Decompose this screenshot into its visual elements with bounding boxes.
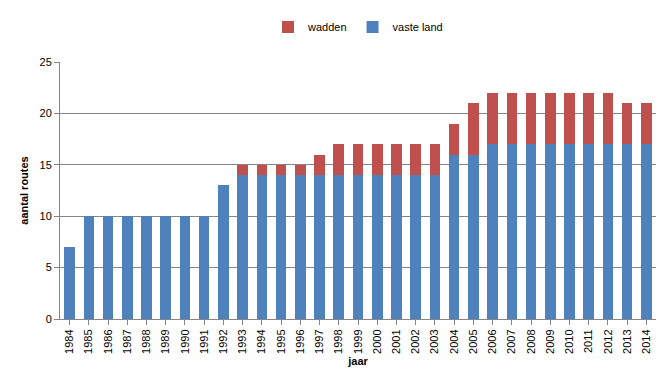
- svg-text:jaar: jaar: [347, 355, 368, 367]
- svg-text:5: 5: [46, 261, 52, 273]
- svg-text:0: 0: [46, 313, 52, 325]
- svg-text:2004: 2004: [448, 329, 460, 353]
- svg-text:aantal routes: aantal routes: [18, 156, 30, 224]
- svg-text:2009: 2009: [544, 329, 556, 353]
- svg-text:1996: 1996: [294, 329, 306, 353]
- svg-text:2000: 2000: [371, 329, 383, 353]
- svg-text:1997: 1997: [313, 329, 325, 353]
- svg-text:1995: 1995: [275, 329, 287, 353]
- svg-text:25: 25: [40, 56, 52, 68]
- svg-text:vaste land: vaste land: [393, 21, 443, 33]
- svg-text:2003: 2003: [428, 329, 440, 353]
- svg-text:2007: 2007: [505, 329, 517, 353]
- svg-text:2014: 2014: [640, 329, 652, 353]
- svg-text:2011: 2011: [582, 329, 594, 353]
- svg-text:10: 10: [40, 210, 52, 222]
- svg-text:20: 20: [40, 107, 52, 119]
- svg-text:1993: 1993: [236, 329, 248, 353]
- svg-text:15: 15: [40, 159, 52, 171]
- svg-text:1986: 1986: [102, 329, 114, 353]
- svg-text:1991: 1991: [198, 329, 210, 353]
- svg-text:1985: 1985: [82, 329, 94, 353]
- svg-text:2005: 2005: [467, 329, 479, 353]
- svg-text:2012: 2012: [602, 329, 614, 353]
- svg-text:2002: 2002: [409, 329, 421, 353]
- svg-text:1999: 1999: [352, 329, 364, 353]
- svg-text:1987: 1987: [121, 329, 133, 353]
- svg-text:2001: 2001: [390, 329, 402, 353]
- svg-text:1994: 1994: [255, 329, 267, 353]
- svg-text:2010: 2010: [563, 329, 575, 353]
- svg-text:2008: 2008: [525, 329, 537, 353]
- svg-text:wadden: wadden: [307, 21, 347, 33]
- svg-text:2006: 2006: [486, 329, 498, 353]
- svg-text:1990: 1990: [179, 329, 191, 353]
- svg-text:2013: 2013: [621, 329, 633, 353]
- svg-text:1989: 1989: [159, 329, 171, 353]
- svg-text:1998: 1998: [332, 329, 344, 353]
- svg-text:1988: 1988: [140, 329, 152, 353]
- svg-text:1984: 1984: [63, 329, 75, 353]
- svg-text:1992: 1992: [217, 329, 229, 353]
